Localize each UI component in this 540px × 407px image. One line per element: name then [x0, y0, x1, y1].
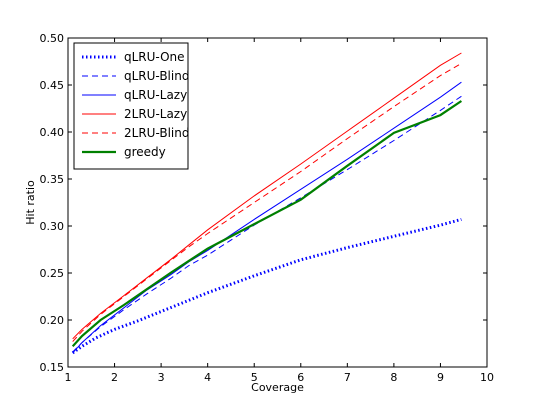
series-line-2lru-blind	[72, 62, 462, 342]
x-tick-label: 1	[65, 371, 72, 384]
x-tick-label: 3	[158, 371, 165, 384]
ticks-layer: 1 2 3 4 5 6 7 8 9 10 0.15 0.20 0.25 0.30 0.35 0.40 0.45 0…	[40, 32, 495, 384]
y-tick-label: 0.30	[40, 220, 65, 233]
y-tick-label: 0.35	[40, 173, 65, 186]
y-tick-label: 0.40	[40, 126, 65, 139]
x-tick-label: 9	[437, 371, 444, 384]
y-tick-label: 0.20	[40, 314, 65, 327]
x-tick-label: 4	[204, 371, 211, 384]
legend-label: qLRU-Lazy	[124, 88, 187, 102]
legend: qLRU-One qLRU-Blind qLRU-Lazy 2LRU-Lazy 2LRU…	[73, 42, 189, 170]
x-tick-label: 6	[297, 371, 304, 384]
x-axis-label: Coverage	[251, 381, 304, 394]
y-axis-label: Hit ratio	[24, 180, 37, 225]
y-tick-label: 0.45	[40, 79, 65, 92]
series-line-qlru-blind	[72, 95, 462, 353]
series-line-2lru-lazy	[72, 52, 462, 340]
series-line-qlru-lazy	[72, 81, 462, 354]
legend-label: qLRU-Blind	[124, 69, 189, 83]
x-tick-label: 2	[111, 371, 118, 384]
legend-label: 2LRU-Lazy	[124, 107, 187, 121]
series-layer	[71, 52, 463, 355]
legend-box	[73, 42, 189, 170]
series-line-greedy	[71, 100, 463, 348]
x-tick-label: 10	[480, 371, 494, 384]
y-tick-label: 0.15	[40, 361, 65, 374]
y-tick-label: 0.50	[40, 32, 65, 45]
legend-label: greedy	[124, 145, 166, 159]
x-tick-label: 7	[344, 371, 351, 384]
legend-label: 2LRU-Blind	[124, 126, 189, 140]
legend-label: qLRU-One	[124, 50, 185, 64]
y-tick-label: 0.25	[40, 267, 65, 280]
x-tick-label: 8	[390, 371, 397, 384]
plot-frame	[67, 37, 488, 368]
x-tick-label: 5	[251, 371, 258, 384]
